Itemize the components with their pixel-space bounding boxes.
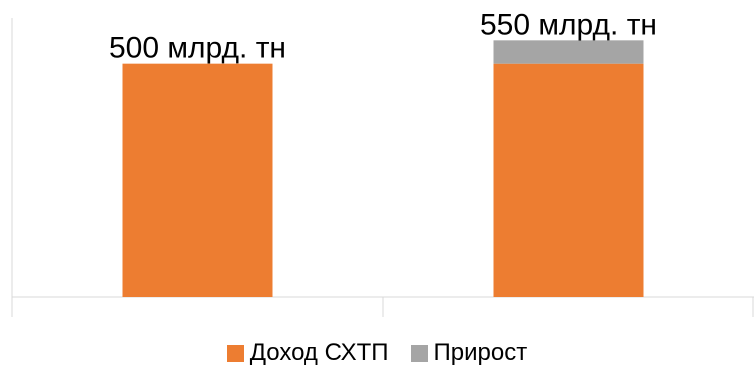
chart-legend: Доход СХТП Прирост: [0, 338, 754, 368]
legend-item-income: Доход СХТП: [226, 339, 389, 367]
bar-segment-income: [122, 63, 273, 297]
bar-segment-increase: [493, 40, 644, 64]
legend-item-increase: Прирост: [410, 339, 528, 367]
legend-label-income: Доход СХТП: [249, 339, 389, 366]
bar-chart: 500 млрд. тн 550 млрд. тн: [11, 8, 754, 317]
chart-bars: [122, 40, 644, 297]
bar-data-label: 550 млрд. тн: [480, 8, 657, 41]
legend-label-increase: Прирост: [433, 339, 528, 366]
legend-swatch-income: [226, 344, 244, 362]
bar-segment-income: [493, 63, 644, 297]
legend-swatch-increase: [410, 344, 428, 362]
chart-data-labels: 500 млрд. тн 550 млрд. тн: [109, 8, 657, 64]
bar-data-label: 500 млрд. тн: [109, 32, 286, 65]
